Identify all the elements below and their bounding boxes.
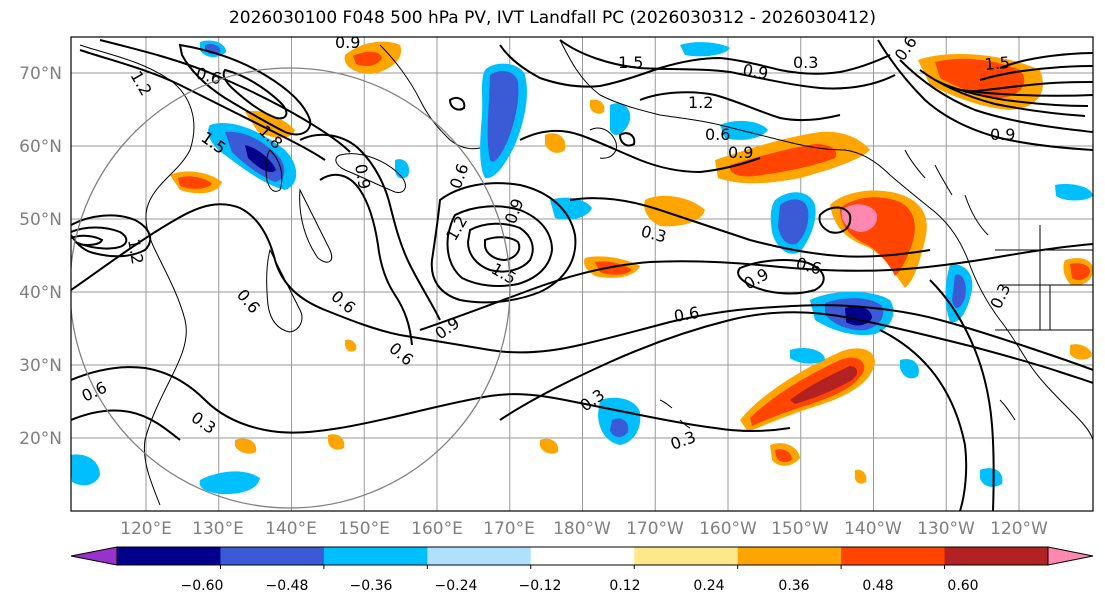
colorbar-tick-label: −0.60 — [181, 578, 224, 594]
contour-label: 1.2 — [124, 237, 147, 265]
lat-label: 70°N — [19, 64, 62, 84]
colorbar-tick-label: 0.48 — [862, 578, 893, 594]
colorbar-tick-labels: −0.60 −0.48 −0.36 −0.24 −0.12 0.12 0.24 … — [181, 578, 979, 594]
lon-label: 120°E — [120, 519, 172, 539]
lon-label: 130°W — [917, 519, 975, 539]
lat-label: 20°N — [19, 429, 62, 449]
lon-label: 130°E — [192, 519, 244, 539]
lon-label: 150°W — [771, 519, 829, 539]
colorbar-segment — [117, 547, 221, 565]
map-title: 2026030100 F048 500 hPa PV, IVT Landfall… — [228, 8, 876, 28]
contour-label: 0.9 — [335, 33, 360, 52]
colorbar-extend-max — [1047, 546, 1094, 566]
latitude-labels: 70°N 60°N 50°N 40°N 30°N 20°N — [19, 64, 62, 449]
colorbar-tick-label: 0.24 — [693, 578, 724, 594]
contour-label: 0.9 — [741, 60, 769, 83]
contour-label: 0.6 — [705, 125, 730, 144]
contour-label: 0.9 — [728, 143, 753, 162]
lon-label: 140°E — [265, 519, 317, 539]
pv-contours — [71, 39, 1093, 511]
lat-label: 40°N — [19, 283, 62, 303]
lon-label: 160°E — [411, 519, 463, 539]
colorbar-tick-label: −0.24 — [435, 578, 478, 594]
colorbar-segment — [634, 547, 739, 565]
colorbar — [70, 546, 1094, 569]
lon-label: 170°E — [483, 519, 535, 539]
lon-label: 170°W — [626, 519, 684, 539]
lon-label: 160°W — [699, 519, 757, 539]
contour-label: 0.3 — [793, 53, 818, 72]
lat-label: 60°N — [19, 137, 62, 157]
colorbar-extend-min — [70, 546, 118, 566]
contour-label: 1.5 — [984, 53, 1011, 74]
contour-label: 0.9 — [990, 125, 1015, 144]
map-frame — [70, 36, 1094, 512]
colorbar-tick-label: −0.36 — [350, 578, 393, 594]
colorbar-segment — [530, 547, 635, 565]
lon-label: 150°E — [338, 519, 390, 539]
colorbar-segment — [737, 547, 842, 565]
colorbar-segment — [323, 547, 428, 565]
colorbar-tick-label: 0.36 — [778, 578, 809, 594]
colorbar-segment — [944, 547, 1049, 565]
colorbar-tick-label: 0.60 — [947, 578, 978, 594]
contour-label: 1.5 — [618, 53, 643, 72]
shading-layer — [71, 40, 1093, 495]
colorbar-segment — [220, 547, 325, 565]
lat-label: 30°N — [19, 356, 62, 376]
contour-label: 1.2 — [688, 93, 713, 112]
colorbar-tick-label: 0.12 — [609, 578, 640, 594]
reference-circle — [71, 67, 511, 509]
lon-label: 180°W — [553, 519, 611, 539]
colorbar-tick-label: −0.12 — [519, 578, 562, 594]
contour-label: 0.9 — [351, 162, 374, 190]
longitude-labels: 120°E 130°E 140°E 150°E 160°E 170°E 180°… — [120, 519, 1048, 539]
colorbar-segment — [427, 547, 532, 565]
contour-label: 0.6 — [672, 303, 700, 326]
colorbar-tick-label: −0.48 — [266, 578, 309, 594]
lon-label: 140°W — [844, 519, 902, 539]
lat-label: 50°N — [19, 210, 62, 230]
lon-label: 120°W — [990, 519, 1048, 539]
colorbar-outline — [116, 546, 1049, 566]
colorbar-segment — [841, 547, 946, 565]
